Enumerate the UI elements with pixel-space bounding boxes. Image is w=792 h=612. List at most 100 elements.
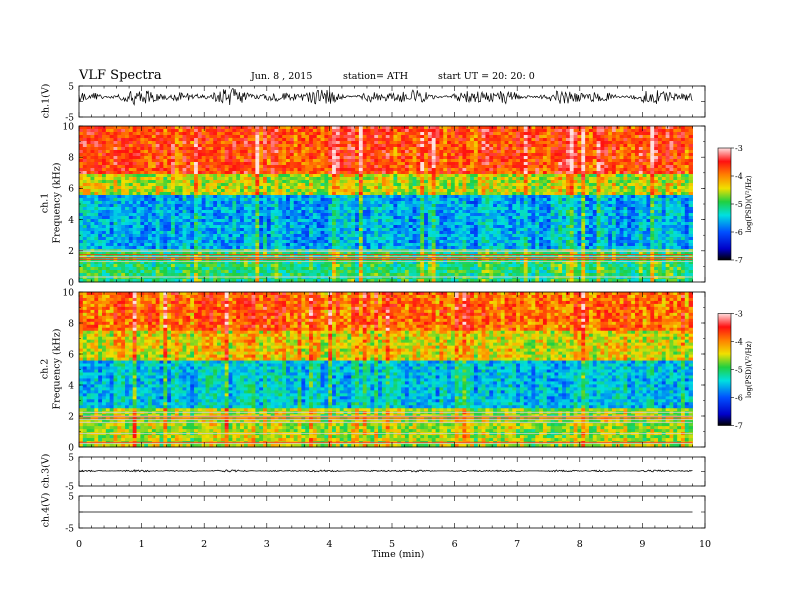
- ch1-spectrogram-cell: [416, 195, 421, 199]
- ch1-spectrogram-cell: [531, 174, 536, 178]
- ch1-spectrogram-cell: [148, 195, 153, 199]
- ch1-spectrogram-cell: [94, 201, 99, 205]
- ch1-spectrogram-cell: [159, 141, 164, 145]
- ch1-spectrogram-cell: [638, 126, 644, 130]
- ch1-spectrogram-cell: [680, 195, 686, 199]
- ch1-spectrogram-cell: [619, 204, 624, 208]
- ch1-spectrogram-cell: [424, 147, 429, 151]
- ch1-spectrogram-cell: [339, 135, 345, 139]
- ch1-spectrogram-cell: [512, 195, 517, 199]
- ch1-spectrogram-cell: [408, 150, 414, 154]
- ch1-spectrogram-cell: [504, 213, 509, 217]
- ch1-spectrogram-cell: [263, 201, 268, 205]
- ch1-spectrogram-cell: [117, 135, 122, 139]
- ch1-spectrogram-cell: [416, 201, 421, 205]
- ch1-spectrogram-cell: [148, 189, 153, 193]
- ch1-spectrogram-cell: [623, 147, 628, 151]
- ch1-spectrogram-cell: [565, 150, 571, 154]
- ch1-spectrogram-cell: [565, 141, 571, 145]
- ch1-spectrogram-cell: [102, 207, 107, 211]
- ch1-spectrogram-cell: [228, 210, 233, 214]
- ch1-spectrogram-cell: [117, 177, 122, 181]
- ch1-spectrogram-cell: [623, 204, 628, 208]
- ch1-spectrogram-cell: [335, 183, 341, 187]
- ch1-spectrogram-cell: [485, 159, 490, 163]
- ch1-spectrogram-cell: [424, 216, 429, 220]
- ch1-spectrogram-cell: [431, 195, 437, 199]
- ch1-spectrogram-cell: [512, 177, 517, 181]
- ch1-spectrogram-cell: [608, 165, 613, 169]
- ch1-spectrogram-cell: [255, 174, 260, 178]
- ch1-spectrogram-cell: [508, 186, 513, 190]
- ch1-spectrogram-cell: [661, 174, 667, 178]
- ch1-spectrogram-cell: [680, 186, 686, 190]
- ch1-spectrogram-cell: [512, 171, 517, 175]
- ch1-spectrogram-cell: [680, 171, 686, 175]
- ch1-spectrogram-cell: [634, 162, 640, 166]
- ch1-spectrogram-cell: [569, 204, 575, 208]
- ch1-spectrogram-cell: [447, 207, 452, 211]
- ch1-spectrogram-cell: [102, 210, 107, 214]
- ch1-spectrogram-cell: [293, 126, 299, 130]
- ch1-spectrogram-cell: [209, 147, 214, 151]
- ch1-spectrogram-cell: [151, 210, 157, 214]
- ch1-spectrogram-cell: [347, 210, 352, 214]
- ch1-spectrogram-cell: [155, 168, 161, 172]
- ch1-spectrogram-cell: [458, 183, 463, 187]
- ch1-spectrogram-cell: [197, 126, 203, 130]
- ch1-spectrogram-cell: [581, 162, 586, 166]
- ch1-spectrogram-cell: [523, 171, 529, 175]
- ch1-spectrogram-cell: [259, 168, 264, 172]
- ch1-spectrogram-cell: [466, 177, 471, 181]
- ch1-spectrogram-cell: [278, 168, 283, 172]
- ch1-spectrogram-cell: [546, 213, 552, 217]
- ch1-spectrogram-cell: [309, 210, 314, 214]
- ch1-spectrogram-cell: [151, 192, 157, 196]
- ch1-spectrogram-cell: [604, 213, 609, 217]
- ch1-spectrogram-cell: [197, 174, 203, 178]
- ch1-spectrogram-cell: [240, 183, 245, 187]
- ch1-spectrogram-cell: [186, 210, 191, 214]
- ch1-spectrogram-cell: [592, 216, 598, 220]
- ch1-spectrogram-cell: [263, 171, 268, 175]
- ch1-spectrogram-cell: [240, 174, 245, 178]
- ch1-spectrogram-cell: [669, 147, 674, 151]
- ch1-spectrogram-cell: [220, 162, 226, 166]
- ch1-spectrogram-cell: [190, 204, 195, 208]
- ch1-spectrogram-cell: [684, 174, 690, 178]
- ch1-spectrogram-cell: [255, 210, 260, 214]
- ch1-spectrogram-cell: [592, 165, 598, 169]
- ch1-spectrogram-cell: [220, 189, 226, 193]
- ch1-spectrogram-cell: [615, 216, 621, 220]
- ch1-spectrogram-cell: [381, 210, 387, 214]
- ch1-spectrogram-cell: [631, 165, 636, 169]
- ch1-spectrogram-cell: [312, 204, 318, 208]
- ch1-spectrogram-cell: [673, 183, 678, 187]
- ch1-spectrogram-cell: [293, 213, 299, 217]
- ch1-spectrogram-cell: [600, 207, 605, 211]
- ch1-spectrogram-cell: [470, 189, 475, 193]
- ch1-spectrogram-cell: [435, 174, 440, 178]
- ch1-spectrogram-cell: [355, 144, 360, 148]
- ch1-spectrogram-cell: [370, 168, 375, 172]
- ch1-spectrogram-cell: [113, 165, 118, 169]
- ch1-spectrogram-cell: [324, 150, 329, 154]
- ch1-spectrogram-cell: [190, 213, 195, 217]
- ch1-spectrogram-cell: [420, 162, 425, 166]
- ch1-spectrogram-cell: [243, 126, 249, 130]
- ch1-spectrogram-cell: [312, 216, 318, 220]
- ch1-spectrogram-cell: [378, 153, 383, 157]
- ch1-spectrogram-cell: [174, 150, 180, 154]
- ch1-spectrogram-cell: [535, 138, 540, 142]
- ch1-spectrogram-cell: [565, 210, 571, 214]
- ch1-spectrogram-cell: [328, 195, 333, 199]
- ch1-spectrogram-cell: [604, 198, 609, 202]
- ch1-spectrogram-cell: [677, 156, 682, 160]
- ch1-spectrogram-cell: [454, 156, 460, 160]
- ch1-spectrogram-cell: [466, 138, 471, 142]
- ch1-spectrogram-cell: [688, 210, 693, 214]
- ch1-spectrogram-cell: [462, 147, 467, 151]
- ch1-spectrogram-cell: [680, 189, 686, 193]
- ch1-spectrogram-cell: [228, 162, 233, 166]
- ch1-spectrogram-cell: [266, 183, 272, 187]
